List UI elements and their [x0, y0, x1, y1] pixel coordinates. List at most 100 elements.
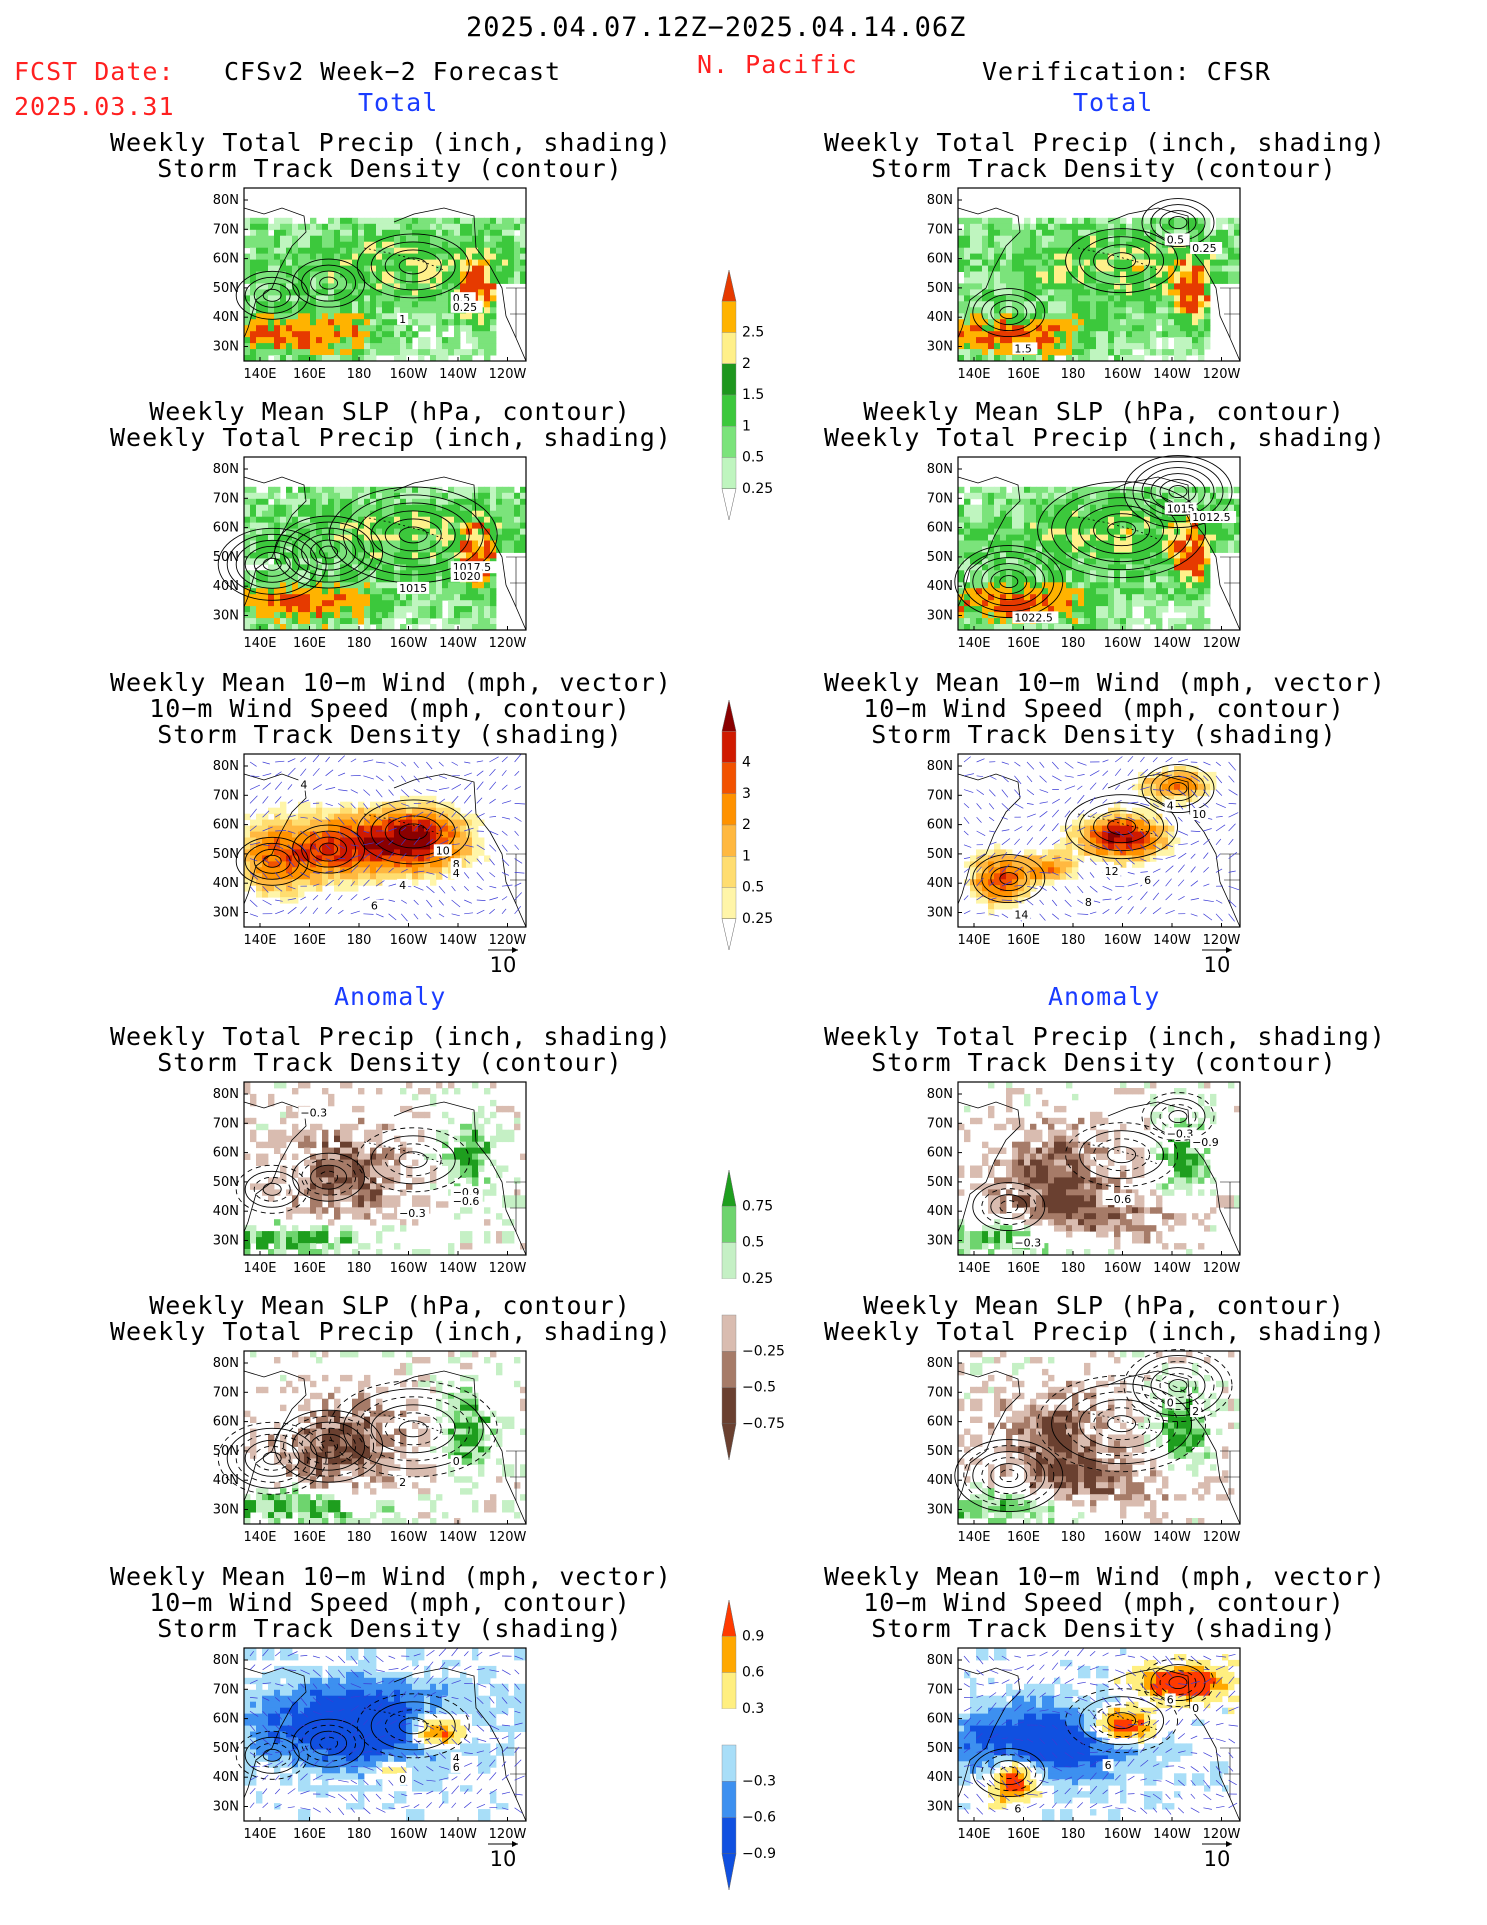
- shade-cell: [406, 307, 413, 314]
- shade-cell: [1078, 618, 1085, 625]
- shade-cell: [340, 546, 347, 553]
- shade-cell: [454, 819, 461, 826]
- shade-cell: [1186, 337, 1193, 344]
- shade-cell: [994, 313, 1001, 320]
- shade-cell: [1198, 253, 1205, 260]
- shade-cell: [1192, 325, 1199, 332]
- shade-cell: [370, 849, 377, 856]
- shade-cell: [328, 606, 335, 613]
- shade-cell: [1084, 564, 1091, 571]
- shade-cell: [1156, 600, 1163, 607]
- shade-cell: [244, 522, 251, 529]
- shade-cell: [262, 600, 269, 607]
- shade-cell: [1180, 546, 1187, 553]
- shade-cell: [460, 606, 467, 613]
- shade-cell: [250, 522, 257, 529]
- shade-cell: [1150, 319, 1157, 326]
- shade-cell: [1138, 498, 1145, 506]
- shade-cell: [1150, 349, 1157, 356]
- shade-cell: [1234, 235, 1241, 243]
- shade-cell: [1192, 498, 1199, 506]
- shade-cell: [364, 241, 371, 249]
- contour-line: [310, 836, 348, 862]
- shade-cell: [1228, 540, 1235, 547]
- shade-cell: [412, 873, 419, 880]
- shade-cell: [1102, 217, 1109, 225]
- shade-cell: [1150, 289, 1157, 296]
- shade-cell: [1036, 313, 1043, 320]
- shade-cell: [388, 861, 395, 868]
- shade-cell: [424, 801, 431, 809]
- shade-cell: [334, 528, 341, 535]
- shade-cell: [436, 349, 443, 356]
- shade-cell: [364, 849, 371, 856]
- shade-cell: [1012, 606, 1019, 613]
- shade-cell: [376, 606, 383, 613]
- shade-cell: [310, 510, 317, 518]
- shade-cell: [478, 325, 485, 332]
- shade-cell: [1042, 229, 1049, 237]
- shade-cell: [1162, 582, 1169, 589]
- shade-cell: [364, 337, 371, 344]
- panel-title-line: Weekly Mean 10−m Wind (mph, vector): [824, 668, 1386, 697]
- shade-cell: [1180, 283, 1187, 290]
- shade-cell: [244, 223, 251, 231]
- shade-cell: [1018, 624, 1025, 631]
- shade-cell: [418, 307, 425, 314]
- shade-cell: [472, 283, 479, 290]
- shade-cell: [298, 241, 305, 249]
- shade-cell: [1198, 265, 1205, 272]
- shade-cell: [484, 223, 491, 231]
- shade-cell: [400, 325, 407, 332]
- shade-cell: [358, 313, 365, 320]
- shade-cell: [1060, 618, 1067, 625]
- shade-cell: [274, 588, 281, 595]
- shade-cell: [436, 283, 443, 290]
- shade-cell: [484, 295, 491, 302]
- shade-cell: [388, 349, 395, 356]
- contour-line: [1051, 489, 1193, 571]
- shade-cell: [268, 861, 275, 868]
- shade-cell: [298, 355, 305, 362]
- shade-cell: [1144, 295, 1151, 302]
- shade-cell: [460, 534, 467, 541]
- shade-cell: [1150, 618, 1157, 625]
- shade-cell: [1132, 570, 1139, 577]
- shade-cell: [1120, 259, 1127, 266]
- shade-cell: [448, 504, 455, 512]
- shade-cell: [1120, 295, 1127, 302]
- shade-cell: [508, 247, 515, 255]
- shade-cell: [472, 492, 479, 500]
- shade-cell: [1036, 528, 1043, 535]
- shade-cell: [388, 624, 395, 631]
- shade-cell: [496, 498, 503, 506]
- shade-cell: [1024, 504, 1031, 512]
- shade-cell: [1114, 588, 1121, 595]
- shade-cell: [298, 259, 305, 266]
- shade-cell: [1108, 337, 1115, 344]
- shade-cell: [280, 855, 287, 862]
- shade-cell: [1180, 325, 1187, 332]
- shade-cell: [436, 247, 443, 255]
- shade-cell: [1084, 576, 1091, 583]
- shade-cell: [988, 570, 995, 577]
- lat-tick-label: 80N: [927, 193, 953, 208]
- contour-line: [1141, 467, 1215, 517]
- contour-label-bg: [397, 581, 430, 594]
- shade-cell: [406, 223, 413, 231]
- shade-cell: [388, 337, 395, 344]
- shade-cell: [1204, 295, 1211, 302]
- shade-cell: [424, 612, 431, 619]
- contour-line: [384, 518, 442, 552]
- shade-cell: [514, 271, 521, 278]
- shade-cell: [436, 217, 443, 225]
- shade-cell: [250, 492, 257, 500]
- shade-cell: [256, 606, 263, 613]
- shade-cell: [460, 618, 467, 625]
- shade-cell: [478, 546, 485, 553]
- shade-cell: [370, 540, 377, 547]
- shade-cell: [1126, 229, 1133, 237]
- shade-cell: [472, 331, 479, 338]
- shade-cell: [1114, 624, 1121, 631]
- shade-cell: [364, 807, 371, 815]
